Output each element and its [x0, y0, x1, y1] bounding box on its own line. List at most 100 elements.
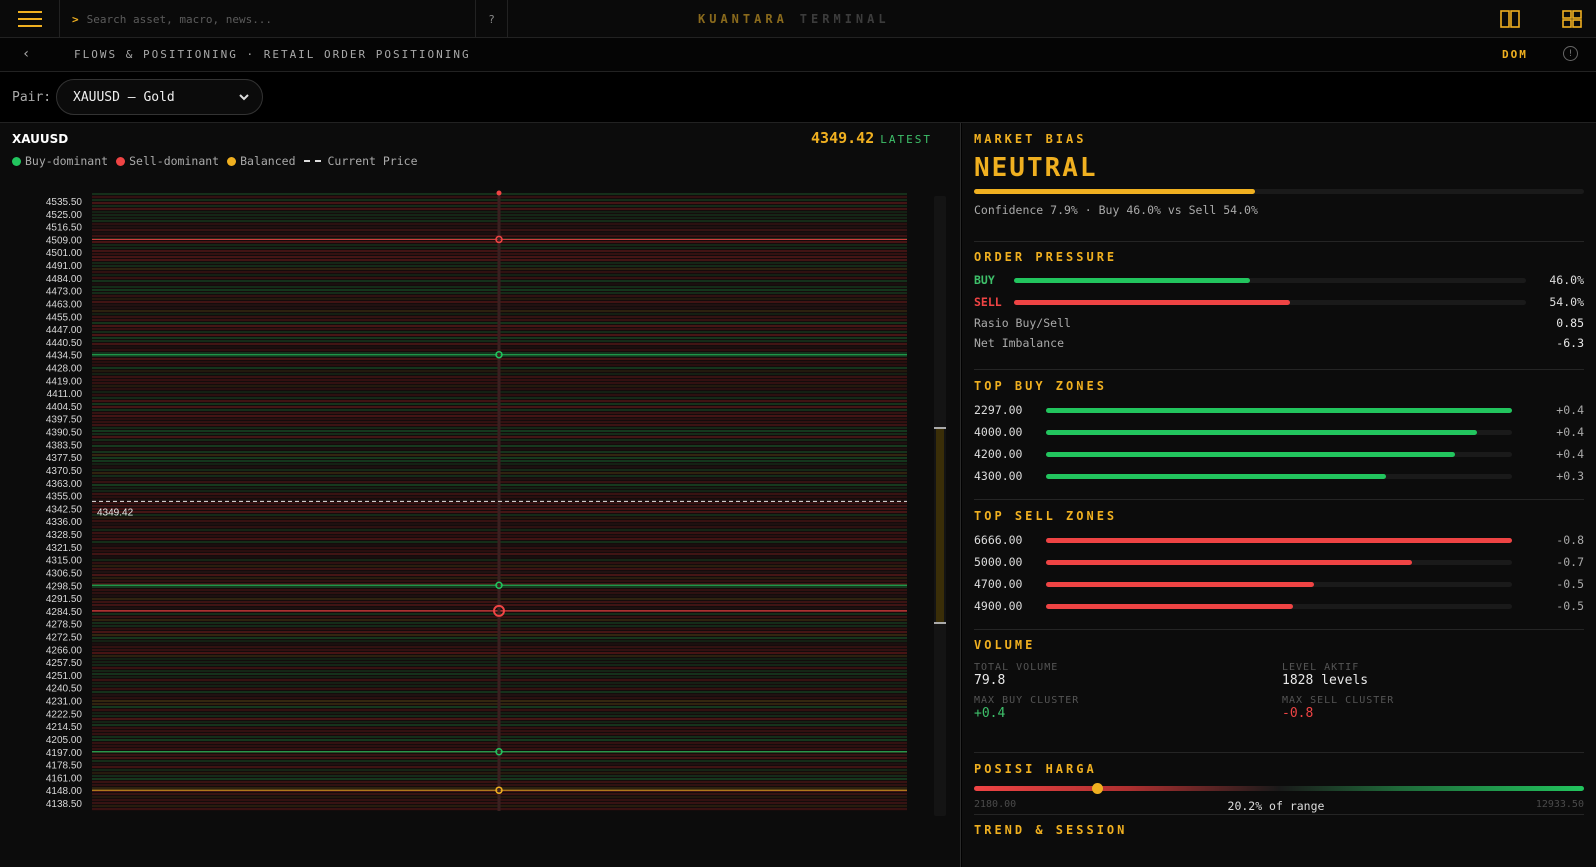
- buy-zone-row: 4300.00 +0.3: [974, 465, 1584, 487]
- buy-zone-price: 4000.00: [974, 425, 1023, 439]
- buy-zones-list: 2297.00 +0.4 4000.00 +0.4 4200.00 +0.4 4300.00…: [974, 399, 1584, 487]
- buy-zone-row: 2297.00 +0.4: [974, 399, 1584, 421]
- volume-section: VOLUME TOTAL VOLUME 79.8 LEVEL AKTIF 1828 …: [974, 638, 1584, 721]
- sell-pressure-fill: [1014, 299, 1291, 305]
- chevron-down-icon: [239, 94, 249, 101]
- latest-price: 4349.42 LATEST: [811, 129, 932, 147]
- y-tick-label: 4251.00: [46, 671, 83, 682]
- y-tick-label: 4535.50: [46, 197, 83, 208]
- dom-button[interactable]: DOM: [1502, 48, 1528, 61]
- buy-pressure-label: BUY: [974, 273, 995, 287]
- buy-pressure-fill: [1014, 277, 1250, 283]
- legend-buy: Buy-dominant: [25, 154, 109, 168]
- price-position-title: POSISI HARGA: [974, 762, 1097, 776]
- latest-price-tag: LATEST: [880, 133, 932, 146]
- bias-gauge-fill: [974, 189, 1255, 194]
- y-tick-label: 4397.50: [46, 415, 83, 426]
- scrollbar-thumb: [936, 428, 944, 623]
- legend-current: Current Price: [327, 154, 418, 168]
- y-tick-label: 4148.00: [46, 786, 83, 797]
- buy-legend-icon: [12, 156, 21, 166]
- sell-zone-bar: [1046, 603, 1512, 609]
- imbalance-value: -6.3: [1556, 336, 1584, 350]
- sell-zone-row: 6666.00 -0.8: [974, 529, 1584, 551]
- chart-legend: Buy-dominant Sell-dominant Balanced Curr…: [12, 154, 418, 168]
- buy-zone-bar: [1046, 407, 1512, 413]
- sell-zone-value: -0.8: [1556, 533, 1584, 547]
- sell-zone-price: 6666.00: [974, 533, 1023, 547]
- search-bar[interactable]: >: [60, 0, 476, 38]
- sell-zone-value: -0.5: [1556, 577, 1584, 591]
- y-tick-label: 4306.50: [46, 568, 83, 579]
- y-tick-label: 4342.50: [46, 504, 83, 515]
- y-tick-label: 4272.50: [46, 632, 83, 643]
- top-marker: [496, 190, 502, 196]
- y-tick-label: 4404.50: [46, 402, 83, 413]
- buy-zone-bar-fill: [1046, 451, 1456, 457]
- max-sell-cluster-value: -0.8: [1282, 706, 1314, 721]
- y-tick-label: 4214.50: [46, 722, 83, 733]
- top-sell-zones-title: TOP SELL ZONES: [974, 509, 1118, 523]
- buy-zone-bar: [1046, 429, 1512, 435]
- buy-zone-bar-fill: [1046, 473, 1387, 479]
- brand-secondary: TERMINAL: [799, 12, 890, 26]
- buy-zone-bar-fill: [1046, 407, 1512, 413]
- sell-zone-row: 5000.00 -0.7: [974, 551, 1584, 573]
- search-input[interactable]: [86, 12, 447, 26]
- price-position-gauge: [974, 783, 1584, 794]
- pair-select-value: XAUUSD — Gold: [73, 89, 175, 105]
- sell-zone-bar-fill: [1046, 603, 1293, 609]
- current-price-label: 4349.42: [97, 507, 134, 518]
- level-marker: [495, 786, 503, 794]
- ratio-label: Rasio Buy/Sell: [974, 316, 1071, 330]
- level-marker: [495, 235, 503, 244]
- buy-zone-value: +0.4: [1556, 403, 1584, 417]
- sell-zone-bar: [1046, 581, 1512, 587]
- sell-legend-icon: [116, 156, 126, 166]
- sell-zone-bar-fill: [1046, 581, 1314, 587]
- y-tick-label: 4509.00: [46, 235, 83, 246]
- trend-session-section: TREND & SESSION: [974, 823, 1584, 837]
- y-tick-label: 4516.50: [46, 223, 83, 234]
- y-tick-label: 4463.00: [46, 299, 83, 310]
- y-tick-label: 4205.00: [46, 735, 83, 746]
- buy-zone-price: 2297.00: [974, 403, 1023, 417]
- top-buy-zones-section: TOP BUY ZONES 2297.00 +0.4 4000.00 +0.4 4200…: [974, 379, 1584, 487]
- volume-row-2: MAX BUY CLUSTER +0.4 MAX SELL CLUSTER -0.8: [974, 695, 1584, 721]
- info-icon[interactable]: !: [1563, 46, 1578, 61]
- y-tick-label: 4291.50: [46, 594, 83, 605]
- y-tick-label: 4336.00: [46, 517, 83, 528]
- y-tick-label: 4222.50: [46, 709, 83, 720]
- menu-icon[interactable]: [0, 0, 60, 38]
- sell-zone-row: 4700.00 -0.5: [974, 573, 1584, 595]
- y-tick-label: 4321.50: [46, 543, 83, 554]
- trend-session-title: TREND & SESSION: [974, 823, 1128, 837]
- imbalance-row: Net Imbalance -6.3: [974, 333, 1584, 353]
- buy-zone-price: 4300.00: [974, 469, 1023, 483]
- sell-zone-price: 4700.00: [974, 577, 1023, 591]
- chart-symbol: XAUUSD: [12, 132, 69, 146]
- max-sell-cluster-label: MAX SELL CLUSTER: [1282, 695, 1395, 706]
- heatmap-panel: 4535.50 4525.00 4516.50 4509.00 4501.00 4491.…: [0, 123, 961, 867]
- order-pressure-section: ORDER PRESSURE BUY 46.0% SELL 54.0% Rasi…: [974, 250, 1584, 353]
- y-tick-label: 4491.00: [46, 261, 83, 272]
- legend-balanced: Balanced: [240, 154, 296, 168]
- split-view-icon[interactable]: [1500, 10, 1520, 28]
- back-icon[interactable]: ‹: [22, 46, 31, 62]
- sell-zone-price: 4900.00: [974, 599, 1023, 613]
- market-bias-title: MARKET BIAS: [974, 132, 1087, 146]
- pair-select[interactable]: XAUUSD — Gold: [56, 79, 263, 115]
- grid-view-icon[interactable]: [1562, 10, 1582, 28]
- level-marker: [493, 604, 505, 617]
- sell-pressure-bar: [1014, 299, 1526, 305]
- sell-zone-bar: [1046, 537, 1512, 543]
- y-tick-label: 4501.00: [46, 248, 83, 259]
- sell-zone-row: 4900.00 -0.5: [974, 595, 1584, 617]
- top-buy-zones-title: TOP BUY ZONES: [974, 379, 1107, 393]
- y-tick-label: 4278.50: [46, 620, 83, 631]
- y-tick-label: 4383.50: [46, 440, 83, 451]
- help-button[interactable]: ?: [476, 0, 508, 38]
- sell-pressure-value: 54.0%: [1549, 295, 1584, 309]
- sell-zone-bar-fill: [1046, 537, 1512, 543]
